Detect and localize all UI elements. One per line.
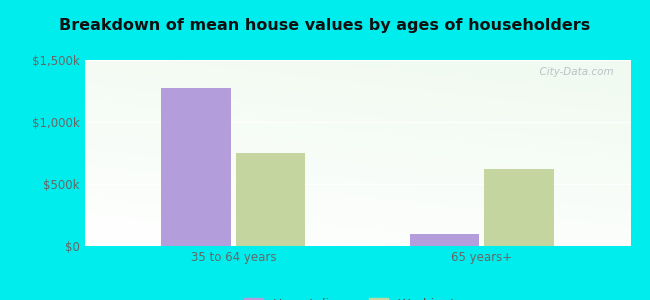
Text: City-Data.com: City-Data.com	[534, 68, 614, 77]
Bar	[236, 153, 306, 246]
Text: Breakdown of mean house values by ages of householders: Breakdown of mean house values by ages o…	[59, 18, 591, 33]
Bar	[484, 169, 554, 246]
Bar	[410, 234, 479, 246]
Bar	[161, 88, 231, 246]
Legend: Humptulips, Washington: Humptulips, Washington	[239, 293, 476, 300]
